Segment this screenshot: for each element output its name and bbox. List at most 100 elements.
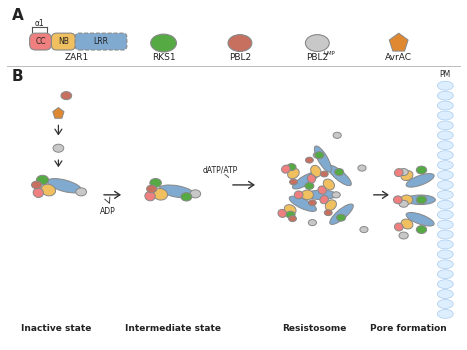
Ellipse shape <box>307 174 316 183</box>
Ellipse shape <box>287 163 296 170</box>
Ellipse shape <box>399 232 408 239</box>
Ellipse shape <box>320 171 328 177</box>
Ellipse shape <box>286 211 295 218</box>
Ellipse shape <box>288 168 299 178</box>
Ellipse shape <box>360 226 368 233</box>
Ellipse shape <box>330 204 354 224</box>
Text: dATP/ATP: dATP/ATP <box>203 166 238 175</box>
Ellipse shape <box>438 289 453 299</box>
Ellipse shape <box>438 280 453 289</box>
Ellipse shape <box>278 209 287 217</box>
Ellipse shape <box>438 151 453 160</box>
Ellipse shape <box>358 165 366 171</box>
Ellipse shape <box>438 111 453 120</box>
Text: AvrAC: AvrAC <box>385 54 412 62</box>
Ellipse shape <box>314 146 331 172</box>
Ellipse shape <box>332 192 340 198</box>
Text: Intermediate state: Intermediate state <box>126 324 221 333</box>
Text: α1: α1 <box>35 19 44 28</box>
Text: PBL2: PBL2 <box>229 54 251 62</box>
Ellipse shape <box>406 174 434 187</box>
Ellipse shape <box>31 181 42 189</box>
Text: Inactive state: Inactive state <box>21 324 92 333</box>
Ellipse shape <box>438 121 453 130</box>
Ellipse shape <box>438 230 453 239</box>
Ellipse shape <box>308 219 317 226</box>
Ellipse shape <box>311 165 321 177</box>
Ellipse shape <box>181 193 192 201</box>
Text: Resistosome: Resistosome <box>282 324 347 333</box>
Ellipse shape <box>438 260 453 269</box>
Ellipse shape <box>438 131 453 140</box>
Ellipse shape <box>438 91 453 100</box>
Ellipse shape <box>282 165 290 173</box>
Ellipse shape <box>290 179 297 185</box>
Ellipse shape <box>47 178 82 193</box>
Text: B: B <box>12 69 23 84</box>
Ellipse shape <box>305 182 314 189</box>
Text: Pore formation: Pore formation <box>370 324 447 333</box>
Ellipse shape <box>335 169 344 175</box>
Ellipse shape <box>305 157 313 163</box>
Text: PBL2: PBL2 <box>306 54 328 62</box>
Ellipse shape <box>315 152 324 159</box>
Ellipse shape <box>438 309 453 318</box>
Polygon shape <box>389 33 408 51</box>
Ellipse shape <box>36 175 49 185</box>
Ellipse shape <box>438 181 453 189</box>
Ellipse shape <box>324 210 332 216</box>
Ellipse shape <box>150 178 162 187</box>
Ellipse shape <box>190 190 201 198</box>
Ellipse shape <box>417 226 427 233</box>
Ellipse shape <box>159 185 194 198</box>
Ellipse shape <box>294 191 303 199</box>
Ellipse shape <box>438 300 453 308</box>
Ellipse shape <box>406 195 435 205</box>
Ellipse shape <box>320 196 328 204</box>
Text: A: A <box>12 8 23 23</box>
Ellipse shape <box>328 165 351 186</box>
Text: UMP: UMP <box>323 51 335 56</box>
Ellipse shape <box>33 188 43 197</box>
Ellipse shape <box>417 196 427 204</box>
FancyBboxPatch shape <box>51 33 75 50</box>
Ellipse shape <box>323 179 334 190</box>
Text: ADP: ADP <box>100 207 116 216</box>
Text: NB: NB <box>58 37 69 46</box>
Ellipse shape <box>151 34 177 52</box>
Ellipse shape <box>438 141 453 150</box>
Ellipse shape <box>401 219 413 229</box>
Ellipse shape <box>308 200 316 206</box>
Ellipse shape <box>395 223 403 231</box>
Ellipse shape <box>438 270 453 279</box>
Ellipse shape <box>438 200 453 209</box>
Ellipse shape <box>401 170 413 181</box>
Ellipse shape <box>76 188 86 196</box>
Ellipse shape <box>53 144 64 152</box>
Ellipse shape <box>438 190 453 199</box>
Text: LRR: LRR <box>93 37 108 46</box>
Ellipse shape <box>438 250 453 259</box>
Ellipse shape <box>438 161 453 169</box>
Ellipse shape <box>147 185 157 193</box>
Ellipse shape <box>417 166 427 174</box>
Ellipse shape <box>394 196 402 204</box>
Ellipse shape <box>228 35 252 51</box>
Ellipse shape <box>306 190 336 199</box>
Ellipse shape <box>153 189 168 200</box>
Ellipse shape <box>289 216 297 222</box>
Ellipse shape <box>401 195 413 205</box>
Ellipse shape <box>438 240 453 249</box>
Ellipse shape <box>284 205 296 215</box>
Ellipse shape <box>438 170 453 180</box>
Ellipse shape <box>61 92 72 100</box>
Text: CC: CC <box>35 37 46 46</box>
Ellipse shape <box>438 81 453 90</box>
Ellipse shape <box>325 200 336 211</box>
Ellipse shape <box>337 214 346 221</box>
Ellipse shape <box>406 212 434 226</box>
Text: ZAR1: ZAR1 <box>64 54 88 62</box>
Ellipse shape <box>289 196 317 211</box>
FancyBboxPatch shape <box>75 33 127 50</box>
Ellipse shape <box>305 35 329 51</box>
